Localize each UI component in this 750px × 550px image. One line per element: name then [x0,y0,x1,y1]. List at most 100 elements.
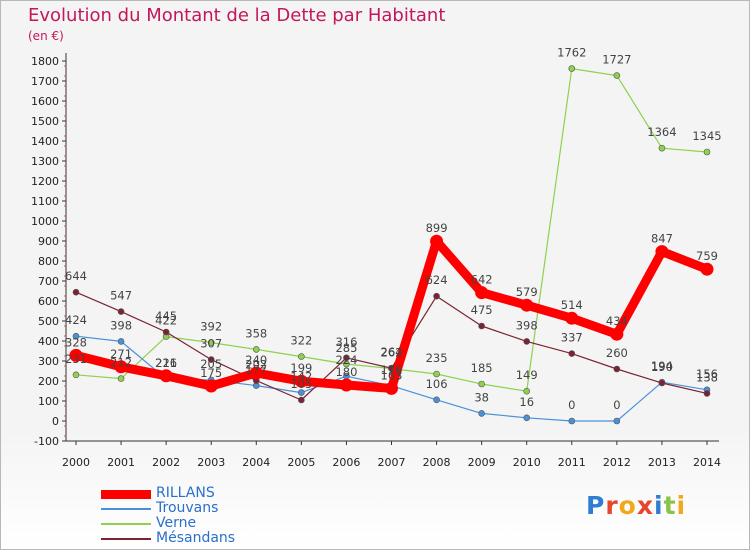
data-point-mésandans [343,354,350,362]
data-point-verne [207,339,215,346]
data-point-mésandans [162,328,170,336]
y-tick-label: 400 [38,335,59,348]
y-tick-label: 1600 [31,95,59,108]
data-label: 644 [65,269,87,283]
legend-swatch [101,490,151,499]
data-point-rillans [520,298,534,312]
data-point-verne [658,144,666,152]
y-tick-label: 1300 [31,155,59,168]
data-label: 271 [110,347,132,361]
series-line-verne [75,67,708,392]
data-label: 547 [110,289,132,303]
x-tick-label: 2009 [468,456,496,469]
data-label: 194 [651,359,673,373]
logo-letter: r [605,491,619,520]
data-point-rillans [69,348,83,362]
data-label: 264 [381,345,403,359]
data-point-mésandans [658,379,666,387]
y-tick-label: 700 [38,275,59,288]
data-point-verne [613,72,621,79]
data-label: 337 [561,331,583,345]
y-tick-label: 1100 [31,195,59,208]
x-tick-label: 2011 [558,456,586,469]
data-label: 398 [110,318,132,332]
logo-letter: t [663,491,677,520]
y-tick-label: 1400 [31,135,59,148]
data-label: 235 [426,351,448,365]
data-point-trouvans [523,414,531,422]
data-label: 445 [155,309,177,323]
data-label: 106 [426,377,448,391]
data-label: 398 [516,318,538,332]
x-tick-label: 2007 [378,456,406,469]
chart-title: Evolution du Montant de la Dette par Hab… [28,5,446,26]
data-label: 260 [606,346,628,360]
data-point-mésandans [72,288,80,296]
data-label: 1727 [602,53,631,67]
data-point-verne [252,346,260,353]
data-label: 176 [381,363,403,377]
data-point-verne [433,370,440,378]
data-label: 16 [519,395,534,409]
data-point-verne [523,387,531,395]
data-point-rillans [114,360,128,374]
data-label: 847 [651,232,673,246]
data-label: 392 [200,320,222,334]
legend-label: Mésandans [156,530,236,546]
data-point-trouvans [433,396,440,404]
data-label: 163 [381,368,403,382]
data-point-verne [117,375,125,382]
data-label: 231 [65,352,87,366]
logo-letter: i [654,491,664,520]
data-point-verne [478,380,485,388]
x-tick-label: 2013 [648,456,676,469]
data-label: 38 [474,390,489,404]
x-tick-label: 2004 [242,456,270,469]
data-label: 424 [65,313,87,327]
x-tick-label: 2003 [197,456,225,469]
data-label: 285 [335,341,357,355]
data-point-rillans [159,369,173,383]
data-label: 262 [381,346,403,360]
data-label: 642 [471,273,493,287]
data-label: 205 [200,357,222,371]
y-tick-label: 0 [52,415,59,428]
x-tick-label: 2008 [423,456,451,469]
x-tick-label: 2000 [62,456,90,469]
y-tick-label: 200 [38,375,59,388]
data-point-mésandans [117,308,125,315]
data-point-mésandans [298,396,305,404]
data-label: 1364 [647,125,676,139]
y-tick-label: 1700 [31,75,59,88]
x-tick-label: 2012 [603,456,631,469]
logo-letter: o [618,491,637,520]
logo-letter: i [676,491,687,520]
data-label: 224 [335,353,357,367]
data-point-mésandans [207,356,215,363]
data-point-trouvans [298,389,305,396]
data-label: 475 [471,303,493,317]
data-label: 180 [335,365,357,379]
data-label: 177 [245,363,267,377]
data-point-rillans [700,262,714,276]
data-point-trouvans [72,332,80,340]
data-point-rillans [204,379,218,393]
data-label: 514 [561,298,583,312]
data-point-mésandans [703,390,711,397]
data-label: 142 [290,370,312,384]
data-label: 212 [110,356,132,370]
proxiti-logo: Proxiti [586,491,686,520]
data-label: 149 [516,368,538,382]
y-tick-label: 600 [38,295,59,308]
data-label: 316 [335,335,357,349]
data-point-rillans [339,378,353,392]
data-label: 156 [696,367,718,381]
data-label: 358 [245,326,267,340]
x-tick-label: 2002 [152,456,180,469]
data-point-rillans [475,286,489,300]
data-point-rillans [249,366,263,380]
data-label: 138 [696,370,718,384]
y-tick-label: 500 [38,315,59,328]
data-label: 226 [155,356,177,370]
